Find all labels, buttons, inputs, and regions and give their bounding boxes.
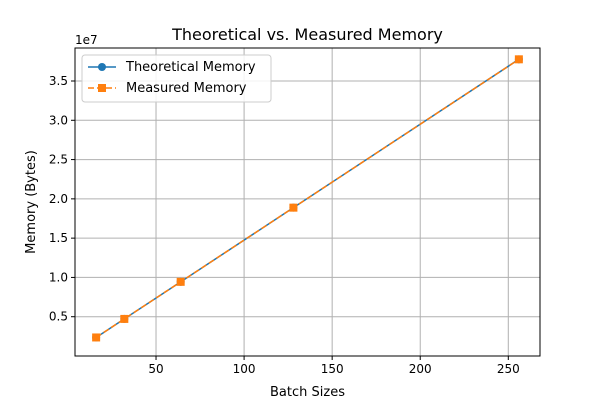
y-tick-label: 3.5 — [49, 74, 68, 88]
y-offset-label: 1e7 — [75, 33, 98, 47]
data-point-measured — [514, 55, 523, 64]
data-point-measured — [176, 277, 185, 286]
data-point-measured — [120, 314, 129, 323]
y-tick-label: 2.5 — [49, 153, 68, 167]
y-tick-label: 0.5 — [49, 310, 68, 324]
x-tick-label: 200 — [409, 362, 432, 376]
x-tick-label: 250 — [497, 362, 520, 376]
x-tick-label: 150 — [321, 362, 344, 376]
series-markers — [92, 55, 523, 342]
legend: Theoretical Memory Measured Memory — [81, 54, 272, 103]
chart-title: Theoretical vs. Measured Memory — [171, 25, 443, 44]
axis-ticks: 50 100 150 200 250 0.5 1.0 1.5 2.0 2.5 3.0 3.5 — [49, 74, 520, 376]
y-axis-label: Memory (Bytes) — [24, 150, 39, 254]
legend-label-measured: Measured Memory — [126, 81, 247, 96]
data-point-measured — [92, 333, 101, 342]
y-tick-label: 2.0 — [49, 192, 68, 206]
y-tick-label: 1.0 — [49, 270, 68, 284]
x-tick-label: 100 — [233, 362, 256, 376]
x-axis-label: Batch Sizes — [270, 385, 345, 400]
legend-label-theoretical: Theoretical Memory — [125, 60, 256, 75]
legend-marker-theoretical — [98, 63, 106, 71]
x-tick-label: 50 — [148, 362, 163, 376]
data-point-measured — [289, 203, 298, 212]
y-tick-label: 3.0 — [49, 113, 68, 127]
legend-box — [81, 54, 272, 103]
y-tick-label: 1.5 — [49, 231, 68, 245]
grid-layer — [75, 48, 540, 356]
plot-frame — [74, 47, 541, 357]
legend-marker-measured — [98, 84, 106, 92]
